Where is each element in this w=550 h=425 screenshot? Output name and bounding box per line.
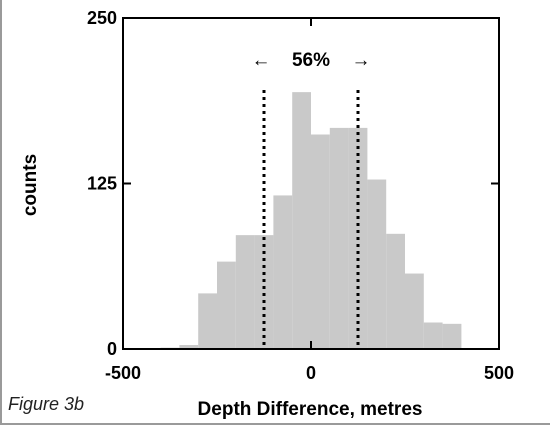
annotation-right-arrow: →: [352, 50, 371, 71]
histogram-bar-6: [273, 195, 292, 349]
annotation-left-arrow: ←: [252, 50, 271, 71]
histogram-bar-9: [330, 128, 349, 349]
y-tick-label-2: 250: [87, 8, 117, 28]
histogram-bar-13: [405, 274, 424, 349]
annotation-percentage: 56%: [292, 50, 330, 71]
x-tick-label-0: -500: [105, 363, 141, 383]
histogram-bar-8: [311, 135, 330, 349]
histogram-bar-4: [236, 235, 255, 349]
histogram-bar-2: [198, 293, 217, 349]
y-tick-label-1: 125: [87, 174, 117, 194]
y-tick-label-0: 0: [107, 339, 117, 359]
x-axis-title: Depth Difference, metres: [198, 399, 423, 420]
histogram-bar-3: [217, 262, 236, 349]
histogram-bar-15: [443, 324, 462, 349]
figure-label: Figure 3b: [8, 394, 84, 415]
histogram-bars: [161, 92, 462, 349]
histogram-bar-7: [292, 92, 311, 349]
histogram-bar-11: [367, 180, 386, 349]
x-tick-label-2: 500: [484, 363, 514, 383]
x-tick-label-1: 0: [306, 363, 316, 383]
histogram-bar-14: [424, 323, 443, 349]
y-axis-title: counts: [20, 154, 41, 216]
histogram-bar-12: [386, 234, 405, 349]
